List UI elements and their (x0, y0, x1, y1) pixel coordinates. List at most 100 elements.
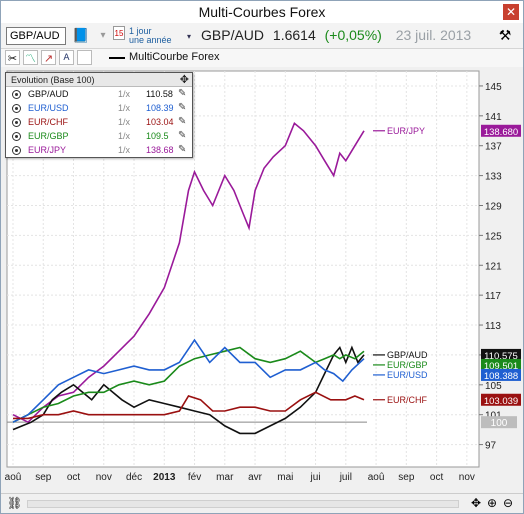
y-tick-label: 145 (485, 82, 502, 93)
evolution-rows: GBP/AUD 1/x 110.58 ✎ EUR/USD 1/x 108.39 ✎ EUR/CH… (6, 87, 192, 157)
y-tick-label: 125 (485, 231, 502, 242)
series-value: 109.5 (146, 131, 169, 141)
baseline-tag (481, 416, 517, 429)
checkbox-icon[interactable] (77, 50, 92, 65)
series-line (12, 345, 365, 435)
series-name: EUR/CHF (28, 117, 68, 127)
series-value: 138.68 (146, 145, 174, 155)
quote-display: GBP/AUD 1.6614 (+0,05%) 23 juil. 2013 (201, 27, 471, 43)
series-value-tag (481, 368, 521, 381)
radio-icon[interactable] (12, 132, 21, 141)
tools-icon[interactable]: ⚒ (498, 28, 512, 44)
evolution-panel-title: Evolution (Base 100) (11, 75, 95, 85)
book-icon[interactable]: 📘 (72, 28, 90, 44)
x-tick-label: fév (188, 472, 201, 483)
quote-date: 23 juil. 2013 (395, 27, 472, 43)
period-range: une année (129, 35, 172, 45)
window-title: Multi-Courbes Forex (198, 4, 326, 20)
edit-pen-icon[interactable]: ✎ (178, 102, 187, 113)
series-line (13, 391, 365, 420)
edit-pen-icon[interactable]: ✎ (178, 88, 187, 99)
x-tick-label: avr (248, 472, 263, 483)
period-dropdown-icon: ▾ (187, 32, 192, 41)
legend-label: MultiCourbe Forex (129, 51, 220, 63)
y-tick-label: 105 (485, 381, 502, 392)
evolution-row[interactable]: GBP/AUD 1/x 110.58 ✎ (6, 87, 192, 101)
series-scale: 1/x (118, 117, 131, 127)
evolution-row[interactable]: EUR/CHF 1/x 103.04 ✎ (6, 115, 192, 129)
period-selector[interactable]: 15 1 jour une année ▾ (113, 26, 195, 46)
edit-pen-icon[interactable]: ✎ (178, 130, 187, 141)
radio-icon[interactable] (12, 146, 21, 155)
symbol-input[interactable] (6, 27, 66, 45)
y-tick-label: 137 (485, 142, 502, 153)
status-bar: ⛓ ✥ ⊕ ⊖ (1, 493, 523, 513)
main-toolbar: 📘 ▾ 15 1 jour une année ▾ GBP/AUD 1.6614… (1, 23, 523, 49)
y-tick-label: 121 (485, 261, 502, 272)
chart-toolbar: ✂ 〽 ↗ A MultiCourbe Forex (1, 49, 523, 67)
quote-change: (+0,05%) (324, 27, 382, 43)
series-value: 108.39 (146, 103, 174, 113)
text-icon[interactable]: A (59, 50, 74, 65)
horizontal-scrollbar[interactable] (27, 500, 459, 508)
x-tick-label: sep (35, 472, 52, 483)
series-line (12, 338, 365, 423)
close-button[interactable]: ✕ (503, 4, 519, 20)
series-end-value: 110.575 (484, 351, 518, 362)
period-interval: 1 jour (129, 26, 152, 36)
indicator-icon[interactable]: 〽 (23, 50, 38, 65)
zoom-out-icon[interactable]: ⊖ (502, 496, 514, 510)
radio-icon[interactable] (12, 90, 21, 99)
quote-price: 1.6614 (272, 27, 316, 43)
y-tick-label: 141 (485, 112, 502, 123)
x-tick-label: déc (126, 472, 142, 483)
series-value-tag (481, 348, 521, 361)
y-tick-label: 117 (485, 291, 501, 302)
evolution-panel[interactable]: Evolution (Base 100) ✥ GBP/AUD 1/x 110.58 ✎… (5, 72, 193, 158)
x-tick-label: jui (310, 472, 321, 483)
chevron-down-icon[interactable]: ▾ (100, 30, 106, 41)
x-tick-label: oct (430, 472, 444, 483)
series-name: EUR/JPY (28, 145, 67, 155)
series-line (12, 346, 365, 423)
x-tick-label: aoû (368, 472, 385, 483)
chart-area[interactable]: aoû sep oct nov déc 2013 fév mar avr mai jui juil ao… (1, 67, 523, 493)
x-tick-label: aoû (5, 472, 22, 483)
radio-icon[interactable] (12, 104, 21, 113)
series-name: EUR/GBP (28, 131, 69, 141)
evolution-row[interactable]: EUR/GBP 1/x 109.5 ✎ (6, 129, 192, 143)
y-tick-label: 133 (485, 172, 502, 183)
calendar-icon: 15 (113, 26, 125, 40)
pan-icon[interactable]: ✥ (470, 496, 482, 510)
series-end-value: 138.680 (484, 127, 518, 138)
series-name-label: EUR/JPY (387, 126, 425, 136)
series-value-tag (481, 358, 521, 371)
edit-pen-icon[interactable]: ✎ (178, 144, 187, 155)
series-end-value: 108.388 (484, 371, 518, 382)
x-tick-label: nov (96, 472, 112, 483)
y-tick-label: 97 (485, 441, 497, 452)
series-name-label: EUR/USD (387, 370, 428, 380)
x-tick-label: mar (216, 472, 234, 483)
multi-curve-chart[interactable]: aoû sep oct nov déc 2013 fév mar avr mai jui juil ao… (1, 67, 523, 493)
series-scale: 1/x (118, 131, 131, 141)
draw-tools-icon[interactable]: ✂ (5, 50, 20, 65)
evolution-row[interactable]: EUR/JPY 1/x 138.68 ✎ (6, 143, 192, 157)
x-tick-label: mai (277, 472, 293, 483)
series-line (12, 121, 365, 424)
radio-icon[interactable] (12, 118, 21, 127)
evolution-row[interactable]: EUR/USD 1/x 108.39 ✎ (6, 101, 192, 115)
baseline-label: 100 (491, 418, 508, 429)
quote-symbol: GBP/AUD (201, 27, 265, 43)
title-bar: Multi-Courbes Forex ✕ (1, 1, 523, 23)
series-scale: 1/x (118, 89, 131, 99)
evolution-panel-header: Evolution (Base 100) ✥ (6, 73, 192, 87)
move-icon[interactable]: ✥ (179, 73, 189, 86)
x-tick-label: 2013 (153, 472, 176, 483)
series-name-label: EUR/CHF (387, 395, 428, 405)
link-icon[interactable]: ⛓ (7, 496, 23, 510)
edit-pen-icon[interactable]: ✎ (178, 116, 187, 127)
zoom-in-icon[interactable]: ⊕ (486, 496, 498, 510)
trend-icon[interactable]: ↗ (41, 50, 56, 65)
